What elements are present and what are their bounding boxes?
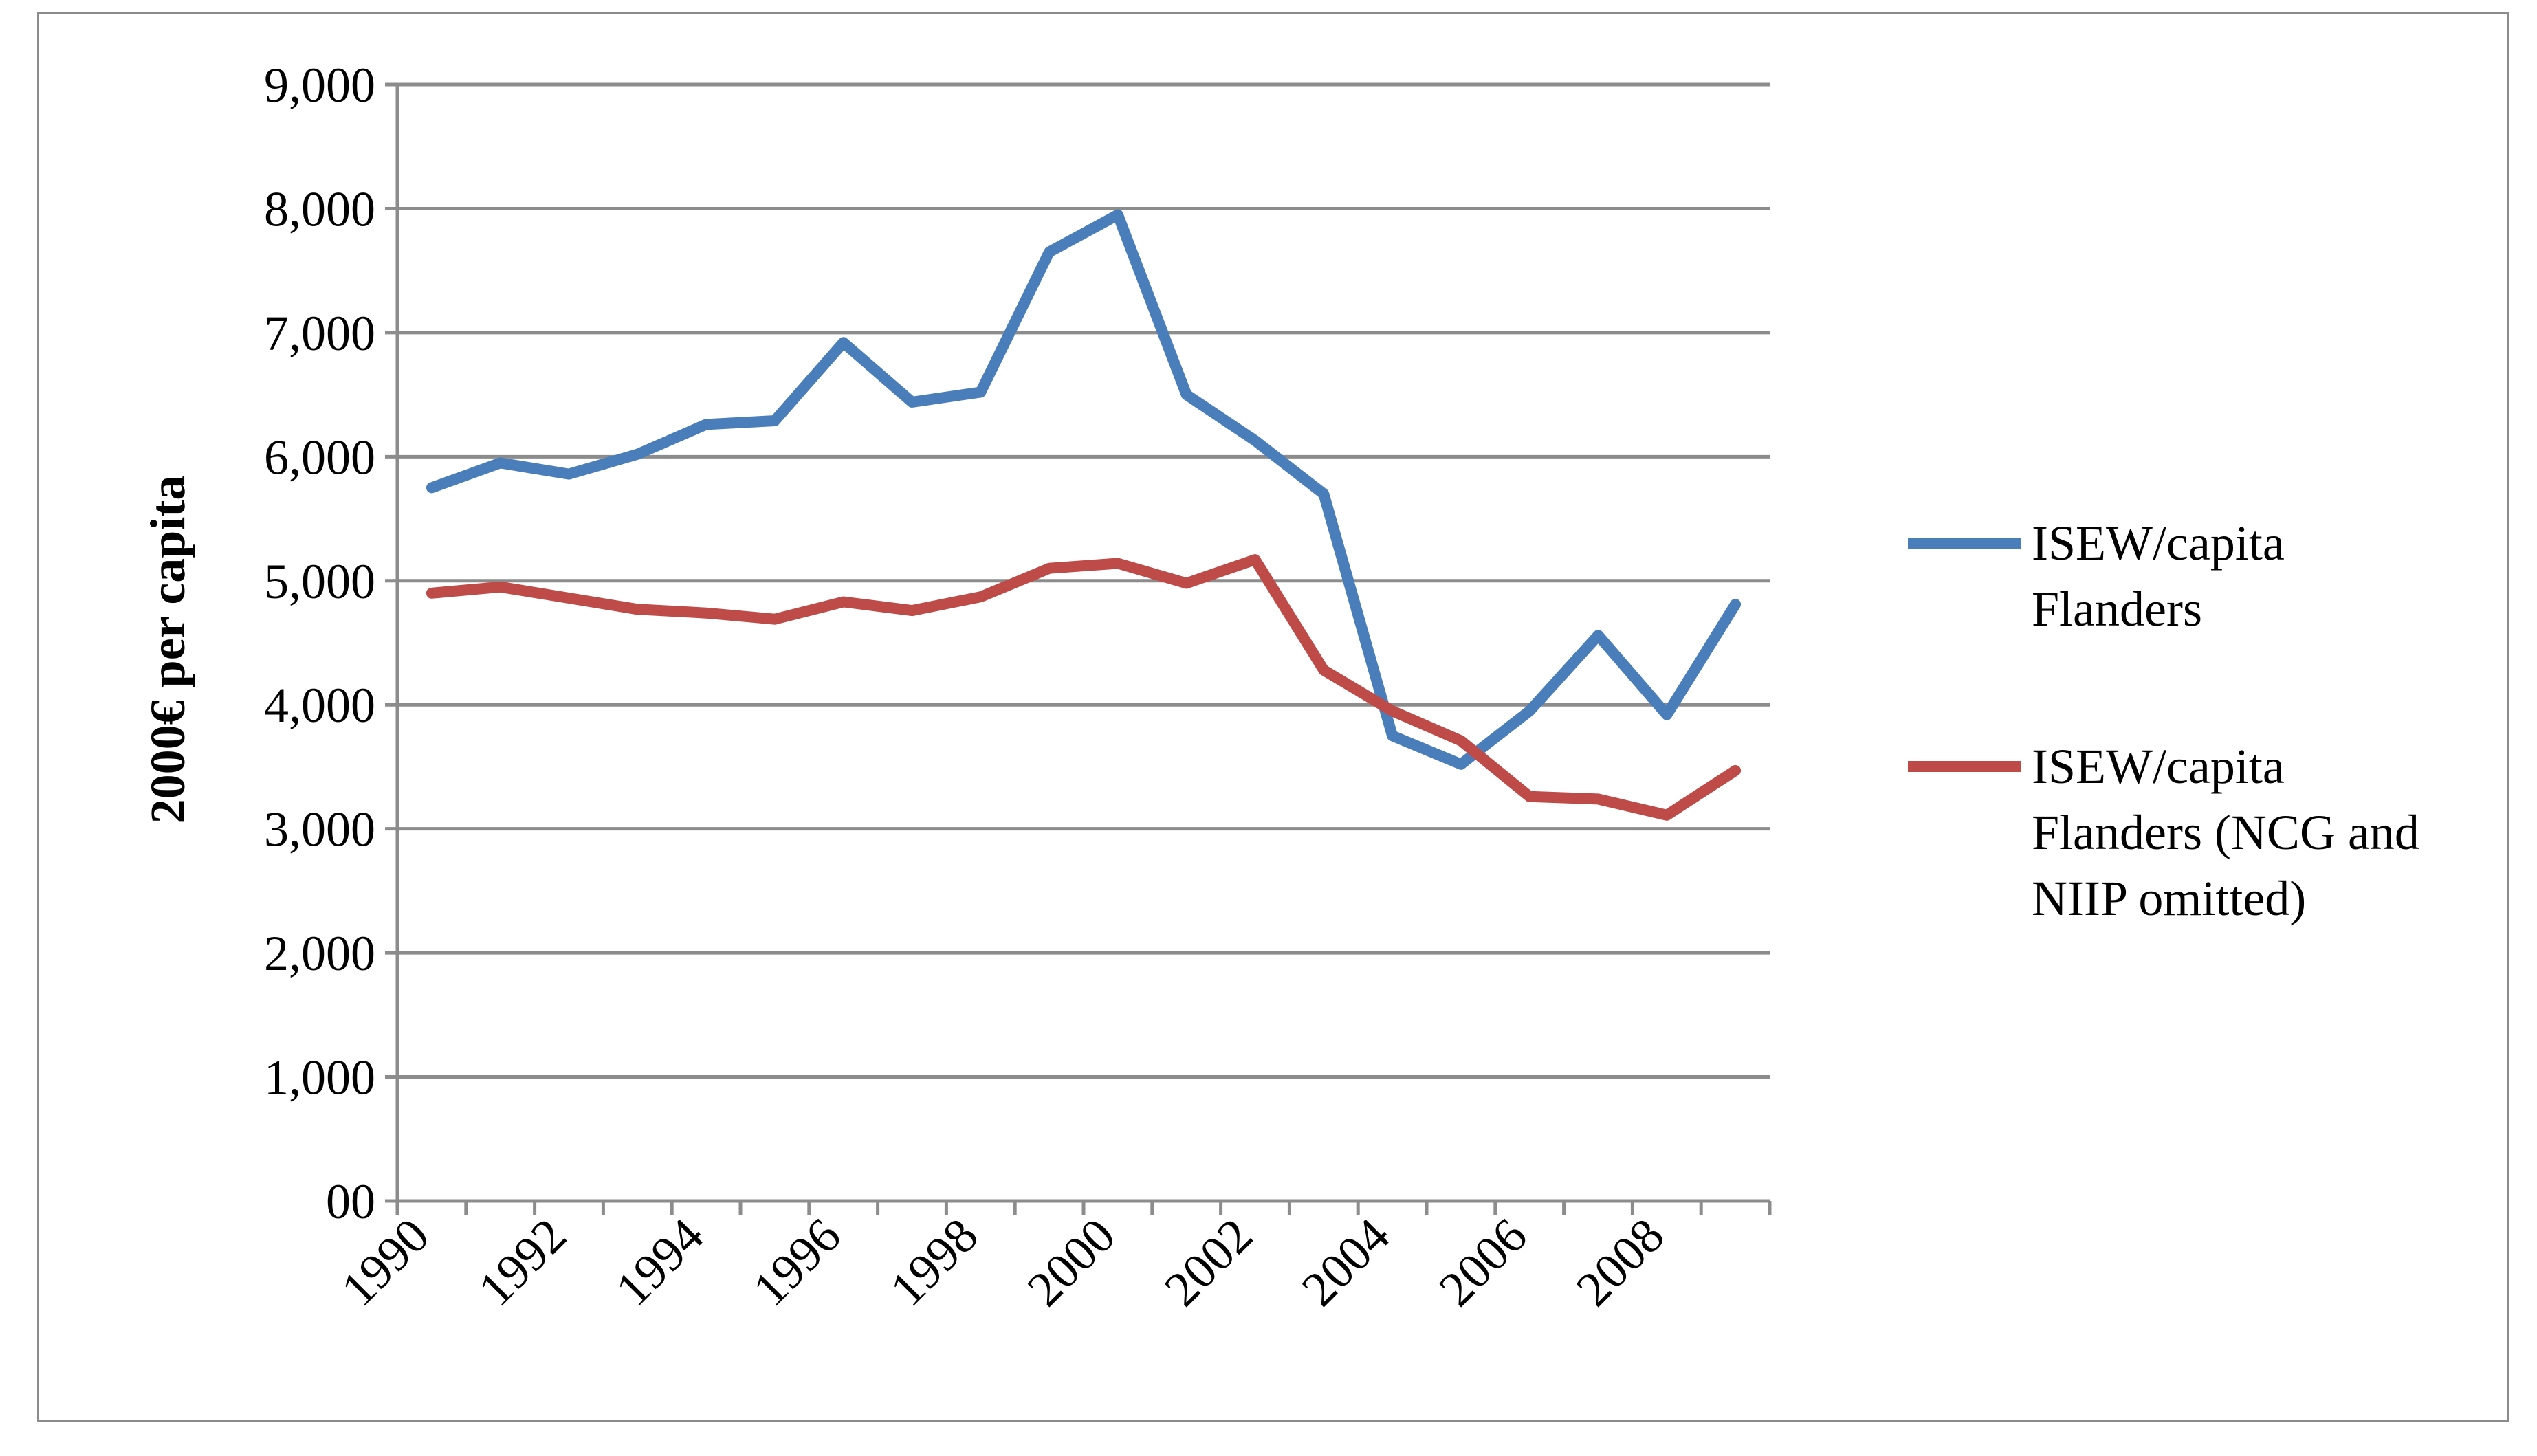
legend-label: ISEW/capita Flanders (2032, 516, 2285, 637)
chart-frame (37, 12, 2509, 1422)
axes (385, 82, 1772, 1215)
x-tick-label: 2008 (1566, 1208, 1674, 1316)
x-tick-labels: 1990 1992 1994 1996 1998 2000 2002 2004 2006 2008 (331, 1208, 1675, 1316)
series-lines (426, 209, 1742, 821)
y-tick-label: 00 (326, 1174, 375, 1229)
series-line-1 (426, 209, 1742, 770)
x-tick-label: 2006 (1429, 1208, 1537, 1316)
y-tick-label: 5,000 (264, 554, 375, 609)
x-tick-label: 2000 (1017, 1208, 1125, 1316)
y-tick-label: 7,000 (264, 306, 375, 361)
y-tick-label: 3,000 (264, 802, 375, 857)
x-tick-label: 1996 (743, 1208, 851, 1316)
series-line-2 (426, 554, 1742, 821)
y-tick-label: 8,000 (264, 181, 375, 236)
y-tick-label: 4,000 (264, 678, 375, 733)
y-tick-label: 9,000 (264, 58, 375, 113)
x-tick-label: 1998 (879, 1208, 988, 1316)
x-tick-label: 1992 (468, 1208, 576, 1316)
y-tick-label: 1,000 (264, 1050, 375, 1105)
legend: ISEW/capita Flanders ISEW/capita Flanders (… (1908, 516, 2419, 926)
legend-label: ISEW/capita Flanders (NCG and NIIP omitted… (2032, 739, 2419, 926)
x-tick-label: 1994 (605, 1208, 714, 1316)
x-tick-label: 2002 (1154, 1208, 1262, 1316)
y-tick-label: 6,000 (264, 430, 375, 485)
x-tick-label: 2004 (1291, 1208, 1400, 1316)
y-tick-label: 2,000 (264, 926, 375, 981)
y-tick-labels: 00 1,000 2,000 3,000 4,000 5,000 6,000 7,000 8,0… (264, 58, 375, 1229)
y-axis-title: 2000€ per capita (140, 476, 195, 824)
gridlines (397, 82, 1770, 1079)
